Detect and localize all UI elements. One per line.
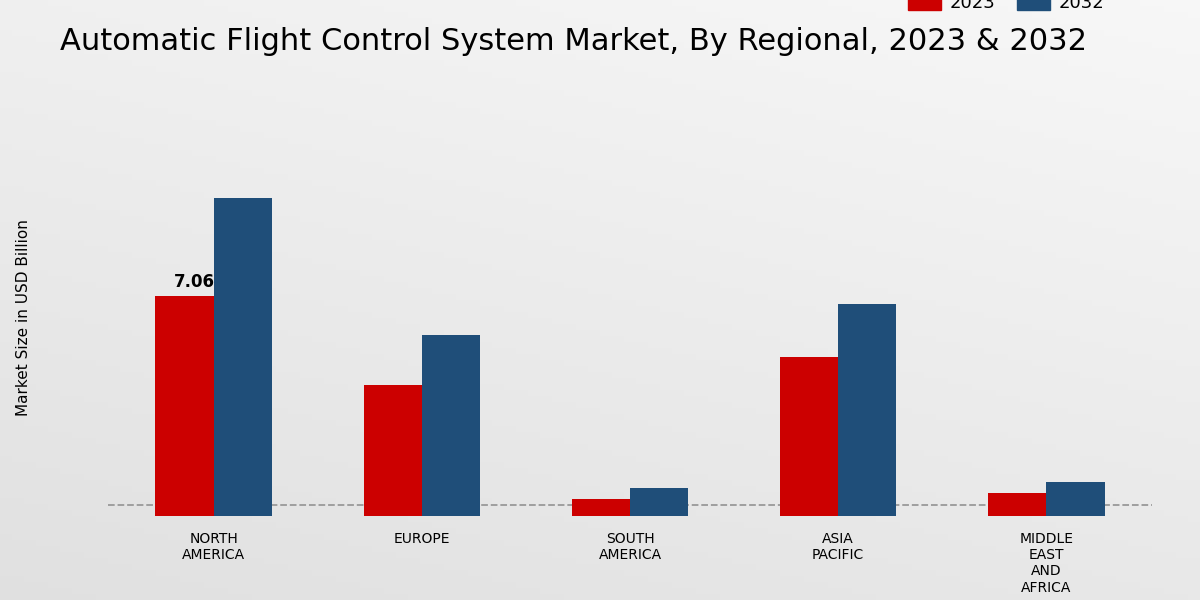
Bar [630, 488, 689, 516]
Bar [214, 198, 272, 516]
Bar [364, 385, 422, 516]
Legend: 2023, 2032: 2023, 2032 [901, 0, 1111, 20]
Bar [838, 304, 896, 516]
Text: Automatic Flight Control System Market, By Regional, 2023 & 2032: Automatic Flight Control System Market, … [60, 27, 1087, 56]
Bar [422, 335, 480, 516]
Bar [571, 499, 630, 516]
Bar [988, 493, 1046, 516]
Text: 7.06: 7.06 [174, 273, 215, 291]
Bar [780, 357, 838, 516]
Text: Market Size in USD Billion: Market Size in USD Billion [17, 220, 31, 416]
Bar [156, 296, 214, 516]
Bar [1046, 482, 1104, 516]
